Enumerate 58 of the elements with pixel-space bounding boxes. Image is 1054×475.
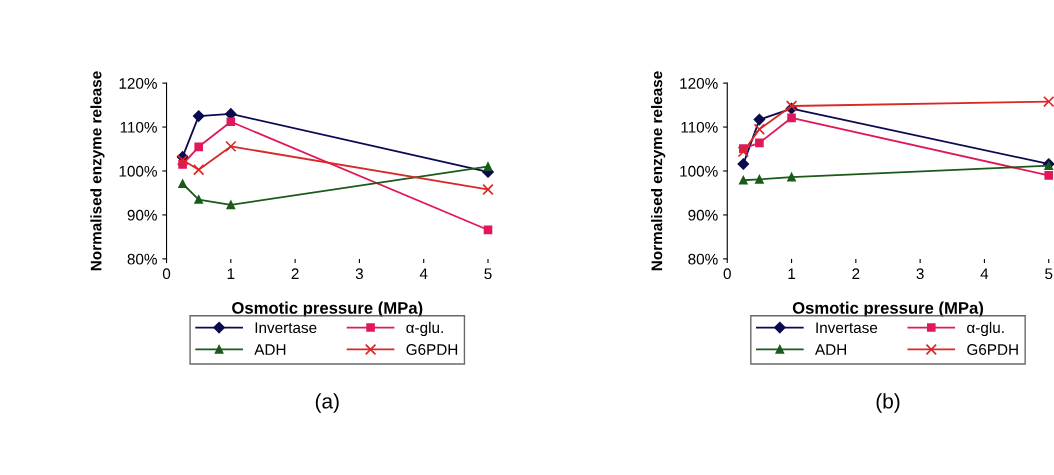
y-tick-label: 90% (688, 209, 718, 221)
point (753, 113, 766, 126)
x-tick-label: 2 (852, 268, 860, 279)
point (192, 163, 205, 176)
point (483, 225, 493, 235)
point (755, 138, 764, 148)
point (483, 162, 493, 171)
y-axis-title: Normalised enzyme release (651, 71, 666, 271)
x-tick-label: 5 (1045, 268, 1053, 280)
legend-label: Invertase (816, 322, 878, 334)
point (178, 179, 187, 189)
point (226, 200, 236, 210)
point (194, 142, 203, 152)
y-tick-label: 120% (119, 77, 157, 89)
x-tick-label: 0 (723, 268, 731, 280)
point (753, 123, 766, 135)
text: (b) (876, 393, 900, 413)
point (755, 175, 764, 184)
y-tick-label: 80% (127, 253, 157, 265)
legend-label: G6PDH (406, 344, 458, 355)
x-tick-label: 3 (355, 268, 363, 280)
x-tick-label: 2 (291, 268, 299, 279)
point (225, 140, 237, 153)
point (1044, 171, 1054, 180)
y-tick-label: 100% (119, 165, 157, 177)
x-tick-label: 1 (227, 268, 235, 279)
legend-label: ADH (254, 344, 286, 355)
point (787, 172, 796, 182)
y-tick-label: 90% (127, 209, 157, 221)
x-axis-title: Osmotic pressure (MPa) (232, 301, 423, 318)
x-tick-label: 5 (484, 268, 492, 280)
x-tick-label: 4 (980, 268, 989, 279)
point (737, 145, 750, 158)
y-tick-label: 100% (680, 165, 718, 177)
legend-label: α-glu. (406, 321, 443, 337)
y-axis-title: Normalised enzyme release (90, 71, 105, 271)
legend-label: G6PDH (967, 344, 1018, 355)
y-tick-label: 110% (120, 121, 157, 133)
x-tick-label: 3 (916, 268, 924, 280)
legend-label: ADH (815, 344, 846, 355)
point (1043, 95, 1054, 108)
text: (a) (315, 393, 339, 413)
point (739, 175, 748, 185)
x-axis-title: Osmotic pressure (MPa) (792, 301, 984, 318)
point (226, 117, 236, 127)
point (192, 110, 205, 122)
x-tick-label: 4 (419, 268, 428, 279)
point (787, 113, 796, 123)
point (737, 158, 750, 170)
legend-label: α-glu. (967, 321, 1004, 337)
y-tick-label: 120% (680, 77, 718, 89)
point (482, 183, 494, 196)
point (194, 195, 203, 204)
y-tick-label: 80% (688, 253, 718, 265)
y-tick-label: 110% (681, 121, 718, 133)
legend-label: Invertase (255, 322, 317, 334)
x-tick-label: 0 (162, 268, 171, 280)
x-tick-label: 1 (788, 268, 796, 279)
